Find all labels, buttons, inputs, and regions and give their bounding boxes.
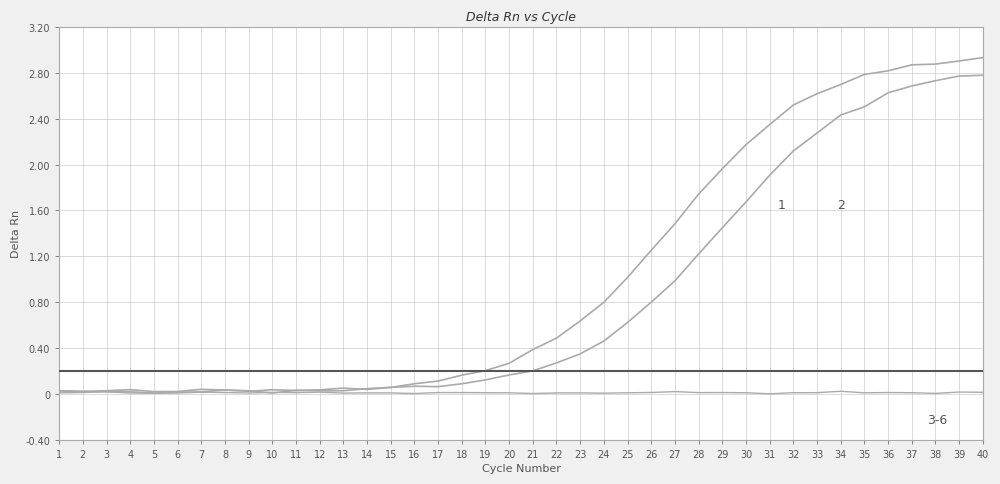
Text: 2: 2	[837, 199, 845, 212]
Text: 1: 1	[778, 199, 785, 212]
X-axis label: Cycle Number: Cycle Number	[482, 463, 560, 473]
Y-axis label: Delta Rn: Delta Rn	[11, 210, 21, 258]
Text: 3-6: 3-6	[927, 413, 947, 426]
Title: Delta Rn vs Cycle: Delta Rn vs Cycle	[466, 11, 576, 24]
